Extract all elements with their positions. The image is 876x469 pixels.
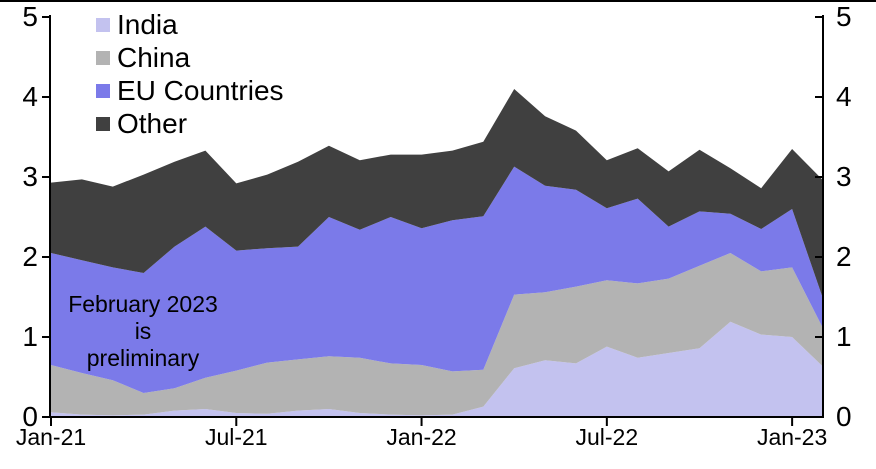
y-tick-label-left: 1: [22, 321, 38, 352]
y-tick-label-left: 4: [22, 81, 38, 112]
y-tick-label-right: 5: [836, 1, 852, 32]
y-tick-label-left: 0: [22, 401, 38, 432]
y-tick-label-right: 2: [836, 241, 852, 272]
y-tick-label-right: 1: [836, 321, 852, 352]
x-tick-label: Jan-23: [756, 424, 828, 450]
x-tick-label: Jan-21: [15, 424, 87, 450]
area-india: [51, 321, 823, 417]
china-swatch-icon: [96, 50, 110, 65]
top-border-line: [0, 0, 876, 2]
y-tick-label-right: 0: [836, 401, 852, 432]
x-tick-label: Jul-21: [204, 424, 268, 450]
x-tick-label: Jan-22: [386, 424, 457, 450]
eu-countries-swatch-icon: [96, 83, 110, 98]
preliminary-note: February 2023 is preliminary: [58, 291, 228, 372]
india-swatch-icon: [96, 17, 110, 32]
legend-item-other: Other: [96, 107, 284, 140]
y-tick-label-left: 2: [22, 241, 38, 272]
preliminary-note-line1: February 2023 is: [68, 291, 218, 344]
legend-label: Other: [117, 107, 188, 139]
y-tick-label-right: 4: [836, 81, 852, 112]
area-china: [51, 253, 823, 416]
y-tick-label-left: 3: [22, 161, 38, 192]
legend-label: EU Countries: [117, 74, 284, 106]
legend-item-eu-countries: EU Countries: [96, 74, 284, 107]
area-other: [51, 89, 823, 299]
area-eu-countries: [51, 166, 823, 393]
legend-item-india: India: [96, 8, 284, 41]
y-tick-label-right: 3: [836, 161, 852, 192]
legend: India China EU Countries Other: [96, 8, 284, 140]
preliminary-note-line2: preliminary: [86, 345, 200, 371]
legend-label: China: [117, 41, 191, 73]
other-swatch-icon: [96, 116, 110, 131]
legend-label: India: [117, 8, 178, 40]
legend-item-china: China: [96, 41, 284, 74]
y-tick-label-left: 5: [22, 1, 38, 32]
x-tick-label: Jul-22: [575, 424, 639, 450]
